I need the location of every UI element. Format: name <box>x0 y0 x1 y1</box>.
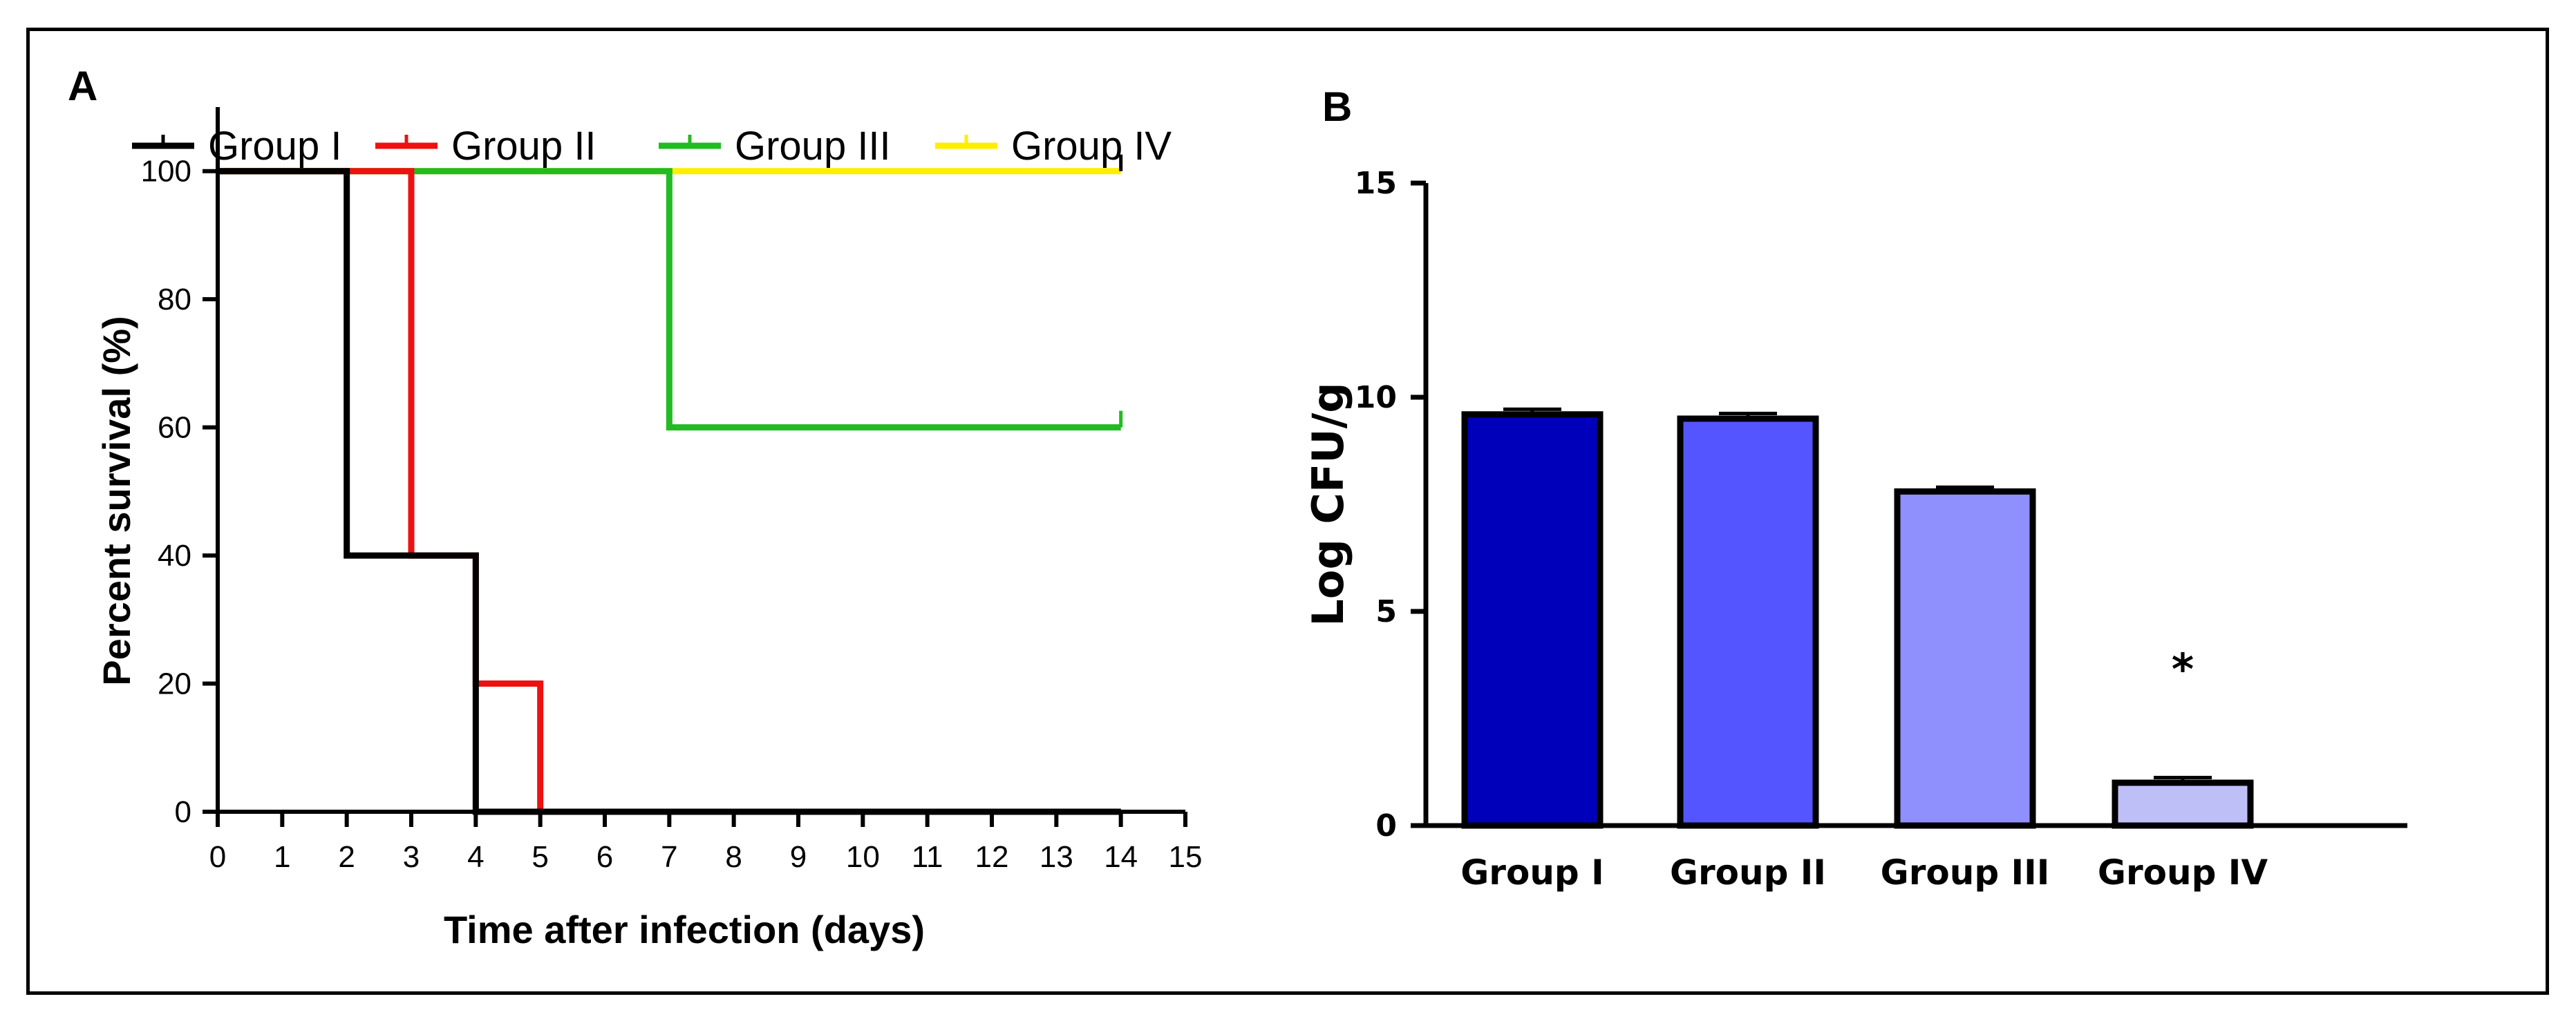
panel-a-x-tick-label-6: 6 <box>596 840 613 874</box>
legend-label-1: Group I <box>208 124 341 169</box>
panel-a-y-tick-label-0: 0 <box>175 795 191 829</box>
panel-b-y-tick-label-0: 0 <box>1375 808 1397 844</box>
panel-b-x-tick-label-group-iii: Group III <box>1881 853 2050 893</box>
panel-a-x-tick-label-4: 4 <box>467 840 484 874</box>
panel-a-y-tick-label-100: 100 <box>141 155 191 189</box>
panel-a-y-tick-label-80: 80 <box>158 283 191 316</box>
panel-a-x-tick-label-3: 3 <box>403 840 420 874</box>
panel-a-x-tick-label-14: 14 <box>1104 840 1138 874</box>
panel-b-y-tick-label-5: 5 <box>1375 594 1397 629</box>
panel-a-y-tick-label-60: 60 <box>158 411 191 445</box>
panel-a-y-tick-label-20: 20 <box>158 667 191 701</box>
bar-group-ii <box>1677 415 1819 829</box>
significance-marker: * <box>2172 645 2194 695</box>
panel-b-y-tick-label-10: 10 <box>1355 380 1397 415</box>
panel-a-y-tick-label-40: 40 <box>158 539 191 573</box>
bar-group-i <box>1461 411 1604 829</box>
panel-a-x-tick-label-13: 13 <box>1040 840 1073 874</box>
legend-label-4: Group IV <box>1011 124 1172 169</box>
figure-frame: A Group I Group II Group III Group IV 0 20 40 60… <box>26 28 2549 995</box>
panel-a-x-tick-label-9: 9 <box>790 840 807 874</box>
panel-b-x-tick-label-group-i: Group I <box>1460 853 1604 893</box>
panel-b-x-tick-label-group-ii: Group II <box>1670 853 1826 893</box>
panel-a-label: A <box>68 63 97 109</box>
series-line-group-iii <box>218 168 1121 431</box>
panel-a-x-tick-label-8: 8 <box>725 840 742 874</box>
panel-a-x-tick-label-11: 11 <box>912 840 943 874</box>
panel-a-x-tick-label-10: 10 <box>846 840 880 874</box>
panel-b-label: B <box>1322 84 1352 130</box>
legend-label-2: Group II <box>451 124 596 169</box>
panel-a-y-axis-title: Percent survival (%) <box>95 316 138 685</box>
bar-group-iv <box>2112 779 2254 829</box>
bar-group-iii <box>1894 488 2036 829</box>
panel-a-x-tick-label-0: 0 <box>209 840 226 874</box>
panel-a-x-tick-label-2: 2 <box>338 840 355 874</box>
panel-b-y-tick-label-15: 15 <box>1355 166 1397 201</box>
legend-label-3: Group III <box>735 124 891 169</box>
panel-a-x-tick-label-15: 15 <box>1169 840 1203 874</box>
panel-a-x-axis-title: Time after infection (days) <box>444 908 925 951</box>
panel-b-y-axis-title: Log CFU/g <box>1303 382 1353 626</box>
panel-a-x-tick-label-1: 1 <box>274 840 290 874</box>
panel-a-x-tick-label-7: 7 <box>661 840 677 874</box>
panel-b-x-tick-label-group-iv: Group IV <box>2098 853 2268 893</box>
panel-a-x-tick-label-5: 5 <box>532 840 548 874</box>
panel-a-x-tick-label-12: 12 <box>975 840 1009 874</box>
